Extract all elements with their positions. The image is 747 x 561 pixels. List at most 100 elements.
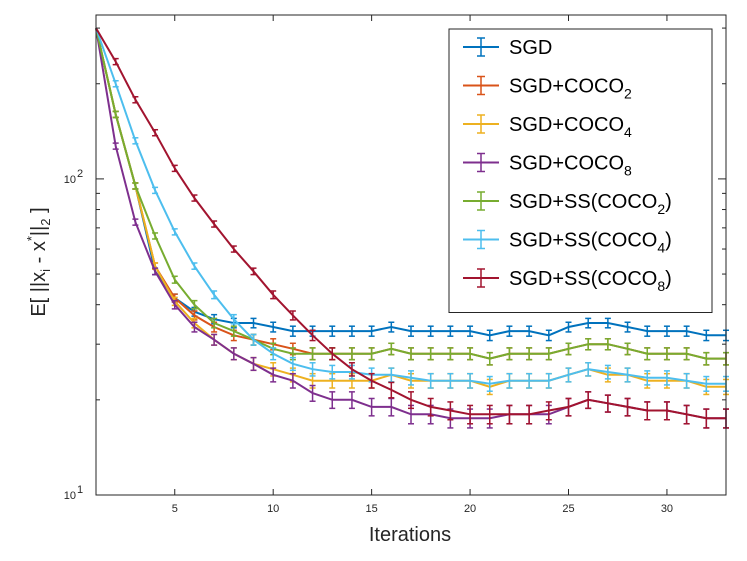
error-bar [112,142,119,150]
error-bar [329,325,336,337]
error-bar [191,262,198,270]
legend-label: SGD+COCO4 [509,114,632,140]
error-bar [211,290,218,300]
error-bar [703,375,710,392]
error-bar [486,329,493,342]
plot-area [95,27,729,429]
error-bar [683,372,690,389]
error-bar [565,397,572,417]
error-bar [565,367,572,383]
error-bar [289,372,296,389]
error-bar [427,372,434,389]
error-bar [506,404,513,425]
error-bar [191,194,198,202]
y-tick-label: 10 [64,174,76,186]
legend: SGD SGD+COCO2 SGD+COCO4 SGD+COCO8 SGD+SS(COC… [448,28,713,313]
error-bar [663,370,670,386]
error-bar [368,325,375,337]
error-bar [348,362,355,377]
error-bar [171,299,178,310]
x-tick-label: 10 [267,503,279,515]
error-bar [211,333,218,346]
legend-label: SGD+COCO2 [509,76,632,102]
error-bar [289,325,296,337]
legend-label: SGD+SS(COCO8) [509,268,672,294]
error-bar [683,404,690,425]
legend-item: SGD+COCO8 [463,153,632,179]
error-bar [152,128,159,137]
legend-item: SGD [463,37,552,59]
error-bar [683,325,690,337]
axes-box [95,14,727,496]
error-bar [132,182,139,190]
error-bar [565,321,572,333]
error-bar [585,317,592,329]
legend-item: SGD+SS(COCO4) [463,230,672,256]
error-bar [545,329,552,342]
error-bar [132,137,139,145]
error-bar [624,342,631,356]
error-bar [526,404,533,425]
series-5 [95,27,729,392]
error-bar [506,325,513,337]
error-bar [270,347,277,361]
error-bar [171,228,178,236]
error-bar [132,218,139,226]
error-bar [447,401,454,421]
error-bar [368,397,375,417]
error-bar [585,338,592,351]
error-bar [112,80,119,88]
error-bar [388,381,395,399]
error-bar [486,375,493,392]
error-bar [644,401,651,421]
error-bar [703,408,710,429]
error-bar [270,367,277,383]
error-bar [427,325,434,337]
error-bar [329,391,336,410]
error-bar [467,404,474,425]
error-bar [467,372,474,389]
error-bar [604,317,611,329]
error-bar [408,325,414,337]
error-bar [250,317,257,329]
error-bar [644,325,651,337]
error-bar [191,321,198,333]
error-bar [526,347,533,361]
error-bar [427,347,434,361]
error-bar [309,362,316,377]
error-bar [112,110,119,119]
legend-label: SGD [509,37,552,59]
error-bar [703,351,710,366]
error-bar [348,325,355,337]
error-bar [447,347,454,361]
error-bar [329,347,336,361]
error-bar [506,347,513,361]
error-bar [545,372,552,389]
error-bar [230,347,237,361]
error-bar [171,164,178,173]
error-bar [132,96,139,104]
error-bar [467,347,474,361]
y-tick-exponent: 1 [77,484,83,496]
x-tick-label: 30 [661,503,673,515]
error-bar [191,299,198,310]
error-bar [152,232,159,240]
error-bar [447,372,454,389]
error-bar [348,347,355,361]
error-bar [427,397,434,417]
legend-label: SGD+SS(COCO4) [509,230,672,256]
error-bar [644,370,651,386]
error-bar [270,290,277,300]
error-bar [447,325,454,337]
legend-item: SGD+COCO2 [463,76,632,102]
x-tick-label: 20 [464,503,476,515]
error-bar [703,329,710,342]
error-bar [152,267,159,276]
error-bar [368,372,375,389]
error-bar [663,325,670,337]
x-tick-label: 15 [366,503,378,515]
error-bar [663,401,670,421]
error-bar [408,370,414,386]
error-bar [289,356,296,372]
error-bar [604,338,611,351]
